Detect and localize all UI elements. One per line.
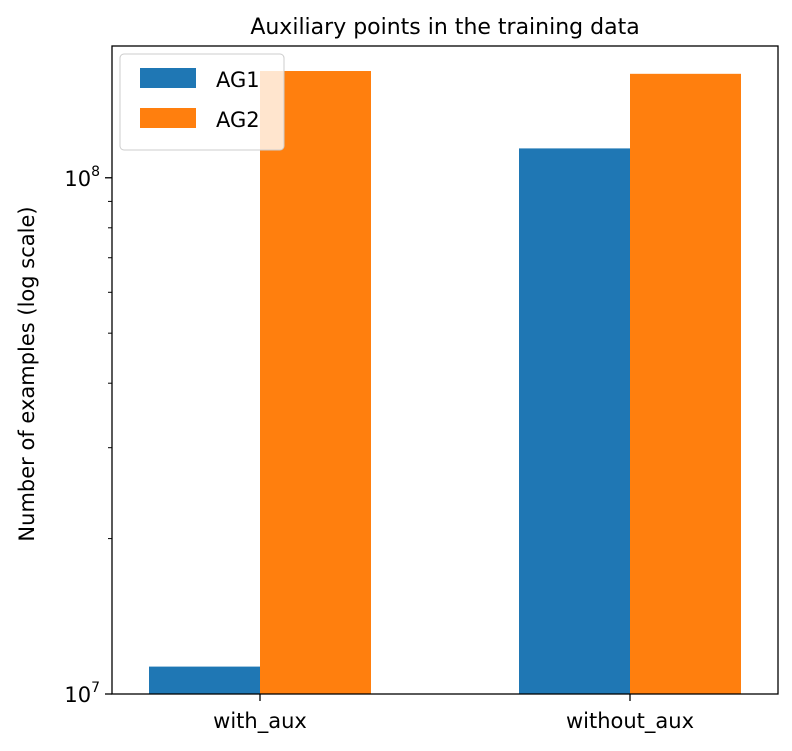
bar-AG2-without_aux bbox=[630, 73, 741, 694]
bar-AG1-with_aux bbox=[149, 666, 260, 694]
x-tick-label-without_aux: without_aux bbox=[566, 709, 694, 734]
legend-label-AG2: AG2 bbox=[216, 108, 260, 132]
legend-label-AG1: AG1 bbox=[216, 68, 260, 92]
bar-AG1-without_aux bbox=[519, 148, 630, 694]
legend-swatch-AG2 bbox=[140, 108, 196, 128]
bar-AG2-with_aux bbox=[260, 71, 371, 694]
x-tick-label-with_aux: with_aux bbox=[213, 709, 307, 734]
legend-swatch-AG1 bbox=[140, 68, 196, 88]
y-tick-label-7: 107 bbox=[64, 680, 100, 707]
plot-frame bbox=[111, 45, 779, 695]
y-tick-label-8: 108 bbox=[64, 164, 100, 191]
y-axis-label: Number of examples (log scale) bbox=[15, 206, 39, 541]
chart-title: Auxiliary points in the training data bbox=[250, 15, 639, 40]
plot-area: with_aux without_aux 107 108 AG1 AG2 bbox=[64, 45, 779, 734]
